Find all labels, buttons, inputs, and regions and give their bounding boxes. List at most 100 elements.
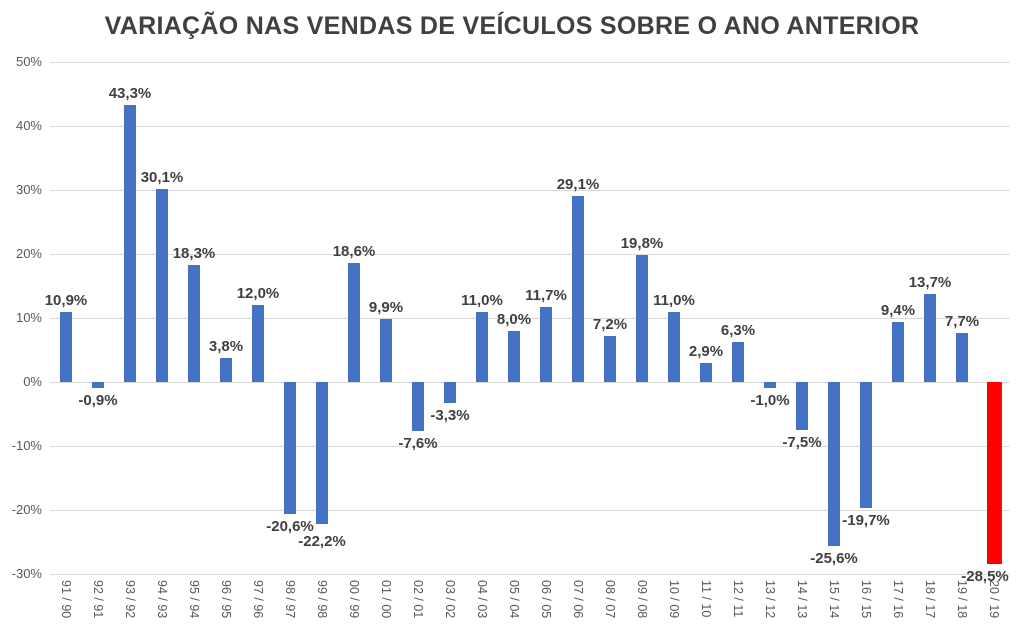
x-axis-tick-label: 14 / 13 [795,580,809,619]
x-axis-tick-label: 20 / 19 [987,580,1001,619]
bar [732,341,744,382]
bar-value-label: -20,6% [266,517,314,535]
bar [476,311,488,382]
x-axis-tick-label: 97 / 96 [251,580,265,619]
x-axis-tick-label: 11 / 10 [699,580,713,618]
x-axis-tick-label: 19 / 18 [955,580,969,619]
bar-value-label: 30,1% [140,169,184,187]
gridline [50,510,1010,511]
bar-value-label: -1,0% [750,392,790,410]
bar [860,382,872,509]
gridline [50,126,1010,127]
x-axis-tick-label: 08 / 07 [603,580,617,619]
x-axis-tick-label: 15 / 14 [827,580,841,619]
y-axis-tick-label: 0% [23,374,42,389]
x-axis-tick-label: 98 / 97 [283,580,297,619]
bar [124,104,136,382]
bar [252,305,264,382]
bar [764,382,776,389]
bar [156,189,168,382]
bar-value-label: -7,6% [398,434,438,452]
bar-value-label: -25,6% [810,549,858,567]
y-axis-tick-label: 20% [15,246,42,261]
bar [892,321,904,382]
bar [796,382,808,430]
x-axis-tick-label: 05 / 04 [507,580,521,619]
x-axis-tick-label: 01 / 00 [379,580,393,619]
bar-value-label: 11,0% [653,291,695,309]
bar-value-label: -22,2% [298,532,346,550]
bar-value-label: 2,9% [688,343,724,361]
bar-value-label: 9,4% [880,301,916,319]
x-axis-tick-label: 03 / 02 [443,580,457,619]
bar [956,332,968,382]
bar [60,312,72,382]
bar [380,318,392,382]
bar [924,294,936,382]
y-axis-tick-label: -10% [11,438,42,453]
x-axis-tick-label: 12 / 11 [731,580,745,618]
x-axis-tick-label: 18 / 17 [923,580,937,619]
bar-value-label: 18,3% [172,244,216,262]
gridline [50,446,1010,447]
bar-value-label: -28,5% [961,568,1009,586]
x-axis-tick-label: 91 / 90 [59,580,73,619]
x-axis-tick-label: 04 / 03 [475,580,489,619]
bar [986,382,1002,565]
bar-value-label: 11,7% [525,287,567,305]
y-axis-tick-label: 10% [15,310,42,325]
x-axis-tick-label: 16 / 15 [859,580,873,619]
x-axis-tick-label: 17 / 16 [891,580,905,619]
bar-value-label: -7,5% [782,434,822,451]
gridline [50,318,1010,319]
bar-value-label: 43,3% [108,84,152,102]
bar-value-label: 3,8% [208,337,244,355]
bar-value-label: 11,0% [461,291,503,309]
bar [188,264,200,382]
bar-value-label: -19,7% [842,512,890,530]
x-axis-tick-label: 02 / 01 [411,580,425,619]
gridline [50,574,1010,575]
bar [220,357,232,382]
bar-value-label: 6,3% [720,321,756,339]
x-axis-tick-label: 94 / 93 [155,580,169,619]
chart-title: VARIAÇÃO NAS VENDAS DE VEÍCULOS SOBRE O … [104,12,920,40]
bar-value-label: -0,9% [78,391,118,409]
bar-value-label: 7,7% [944,312,980,330]
bar-value-label: 12,0% [236,285,280,303]
x-axis-tick-label: 96 / 95 [219,580,233,619]
bar [572,195,584,382]
bar [316,382,328,525]
y-axis-tick-label: 50% [15,54,42,69]
gridline [50,382,1010,383]
x-axis-tick-label: 06 / 05 [539,580,553,619]
bar [92,382,104,388]
x-axis-tick-label: 00 / 99 [347,580,361,619]
bar-value-label: -3,3% [430,407,470,425]
bar-value-label: 18,6% [332,242,376,260]
bar [668,311,680,382]
bar [540,307,552,382]
bar-value-label: 13,7% [908,274,952,292]
bar-value-label: 9,9% [368,298,404,316]
bar-value-label: 8,0% [496,310,532,328]
x-axis-tick-label: 93 / 92 [123,580,137,619]
x-axis-tick-label: 09 / 08 [635,580,649,619]
bar [636,255,648,382]
y-axis-tick-label: 40% [15,118,42,133]
bar-value-label: 29,1% [556,175,600,193]
bar [828,382,840,546]
x-axis-tick-label: 10 / 09 [667,580,681,619]
bar [604,335,616,382]
bar-value-label: 19,8% [620,235,664,253]
x-axis-tick-label: 95 / 94 [187,580,201,619]
x-axis-tick-label: 13 / 12 [763,580,777,619]
x-axis-tick-label: 92 / 91 [91,580,105,619]
bar [412,382,424,431]
bar [284,382,296,514]
y-axis-tick-label: -20% [11,502,42,517]
gridline [50,190,1010,191]
bar-value-label: 10,9% [44,292,88,310]
